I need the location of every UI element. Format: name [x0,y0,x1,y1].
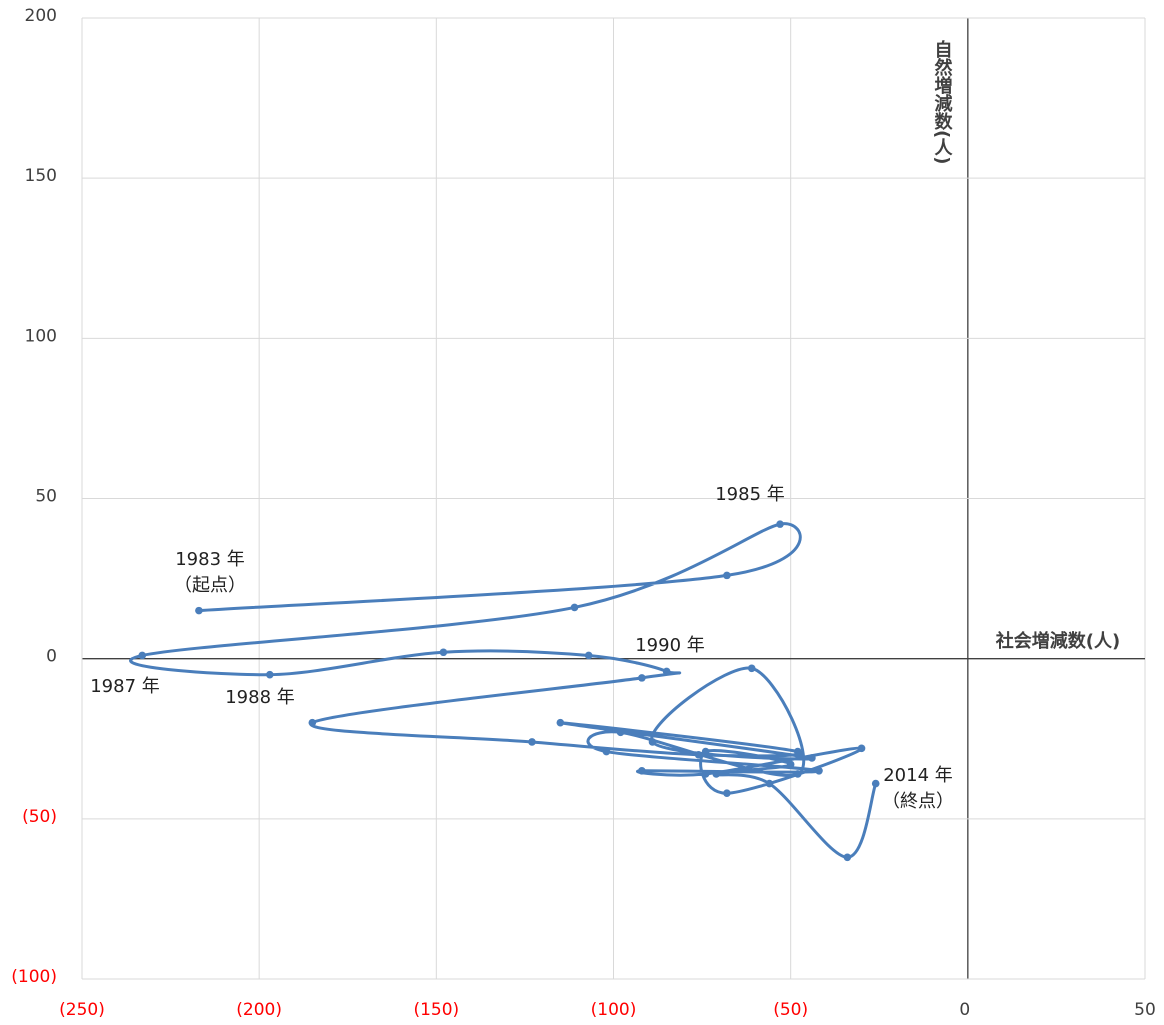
x-tick-label: (250) [59,1000,105,1020]
data-point [808,754,816,762]
annotation: 2014 年 [883,765,953,786]
x-tick-label: (100) [591,1000,637,1020]
annotation: （起点） [174,575,246,596]
data-point [793,747,802,756]
annotation: 1985 年 [715,484,785,505]
data-point [138,651,147,660]
data-point [776,520,784,528]
data-point [815,766,823,775]
x-tick-label: 50 [1134,1000,1156,1020]
data-point [584,651,593,660]
annotation: 1988 年 [225,687,295,708]
data-point [857,744,866,753]
y-tick-label: 0 [46,647,57,667]
annotation: （終点） [882,791,954,812]
annotation: 1983 年 [175,549,245,570]
data-point [723,571,731,580]
x-tick-label: 0 [959,1000,970,1020]
data-point [439,648,448,657]
y-axis-label: 自然増減数(人) [932,39,953,165]
data-point [528,738,536,746]
data-point [694,750,703,759]
data-point [556,718,565,727]
data-point [793,770,802,778]
data-point [308,718,317,727]
y-tick-label: (100) [11,967,57,987]
data-point [843,853,852,862]
y-tick-label: 200 [25,6,57,26]
data-point [712,770,721,778]
x-tick-label: (150) [413,1000,459,1020]
y-tick-label: (50) [22,807,57,827]
data-point [747,664,756,673]
x-tick-label: (50) [773,1000,808,1020]
data-point [871,779,880,788]
y-tick-label: 100 [25,326,57,346]
data-point [786,760,795,769]
data-point [638,766,646,775]
data-point [701,747,710,756]
data-point [765,779,774,788]
annotation: 1990 年 [635,635,705,656]
data-point [723,789,731,798]
data-point [195,606,203,615]
data-point [265,670,274,679]
y-tick-label: 50 [35,487,57,507]
data-point [616,728,625,737]
data-point [570,603,579,612]
data-point [701,770,710,778]
x-tick-label: (200) [236,1000,282,1020]
data-point [602,747,611,756]
annotation: 1987 年 [90,676,160,697]
y-tick-label: 150 [25,166,57,186]
data-point [648,738,657,746]
x-axis-label: 社会増減数(人) [996,630,1120,652]
data-point [662,667,671,676]
grid [81,17,1146,980]
data-point [638,674,646,682]
